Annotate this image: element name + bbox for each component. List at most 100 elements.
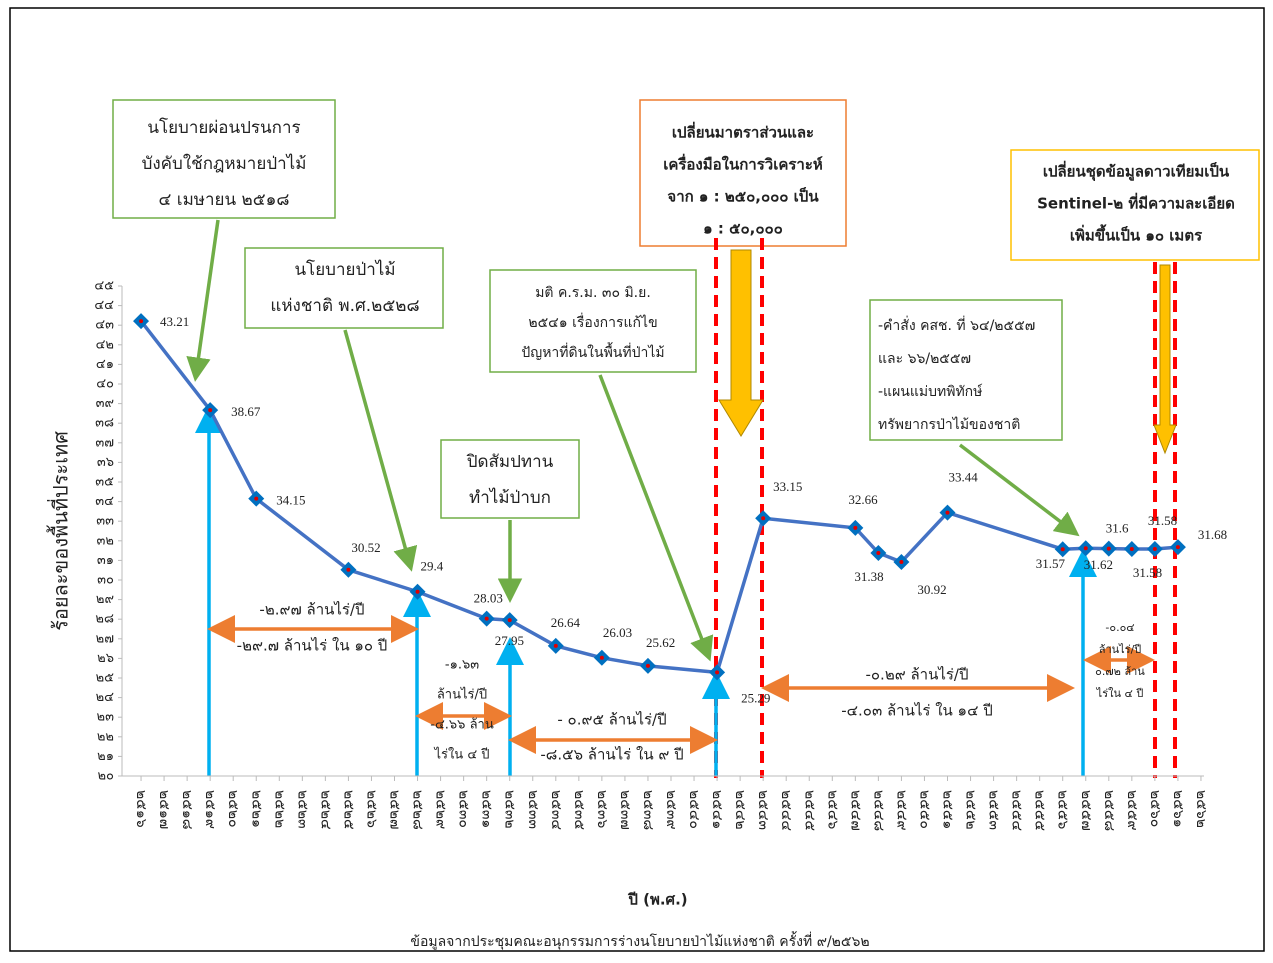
annotation-text: ๑ : ๕๐,๐๐๐ [703, 220, 783, 238]
x-tick-label: ๒๕๑๘ [179, 790, 195, 830]
annotation-text: บังคับใช้กฎหมายป่าไม้ [142, 153, 307, 174]
annotation-boxes [112, 99, 1260, 519]
x-tick-label: ๒๕๕๙ [1124, 790, 1140, 831]
pointer [958, 443, 1080, 537]
y-tick-label: ๓๔ [95, 494, 114, 509]
x-tick-label: ๒๕๒๑ [248, 790, 264, 828]
x-tick-label: ๒๕๒๖ [363, 790, 379, 828]
data-label: 31.58 [1148, 513, 1177, 528]
x-tick-label: ๒๕๓๖ [594, 790, 610, 828]
x-tick-label: ๒๕๔๙ [893, 790, 909, 831]
marker-center [1083, 546, 1088, 551]
y-tick-label: ๔๑ [96, 357, 114, 372]
marker-center [346, 567, 351, 572]
x-tick-label: ๒๕๕๘ [1101, 790, 1117, 831]
annotation-text: มติ ค.ร.ม. ๓๐ มิ.ย. [535, 285, 651, 301]
annotation-text: -๘.๕๖ ล้านไร่ ใน ๙ ปี [540, 746, 683, 764]
annotation-text: เปลี่ยนชุดข้อมูลดาวเทียมเป็น [1043, 161, 1230, 182]
data-label: 33.44 [949, 470, 979, 485]
box [244, 247, 444, 329]
annotation-text: ปิดสัมปทาน [466, 452, 554, 472]
x-tick-label: ๒๕๔๔ [778, 790, 794, 831]
annotation-text: เครื่องมือในการวิเคราะห์ [663, 154, 823, 174]
annotation-text: -๔.๐๓ ล้านไร่ ใน ๑๔ ปี [841, 702, 992, 720]
source: ข้อมูลจากประชุมคณะอนุกรรมการร่างนโยบายป่… [410, 931, 869, 950]
marker-center [254, 496, 259, 501]
x-tick-label: ๒๕๑๗ [156, 790, 172, 829]
y-tick-label: ๓๕ [95, 475, 114, 490]
box [639, 99, 847, 247]
green-arrows [186, 219, 1080, 662]
y-tick-label: ๓๗ [95, 435, 114, 450]
annotation-text: ล้านไร่/ปี [1099, 643, 1142, 656]
x-tick-label: ๒๕๓๗ [617, 790, 633, 830]
x-tick-label: ๒๕๕๖ [1055, 790, 1071, 829]
pointer [343, 329, 418, 572]
x-tick-label: ๒๕๒๙ [433, 790, 449, 829]
data-line [139, 320, 1179, 675]
data-label: 43.21 [160, 314, 189, 329]
x-tick-label: ๒๕๕๕ [1032, 790, 1048, 831]
marker-center [553, 643, 558, 648]
y-tick-label: ๔๕ [94, 279, 114, 294]
y-tick-label: ๓๒ [97, 533, 114, 548]
x-tick-label: ๒๕๒๐ [225, 790, 241, 828]
frame [9, 7, 1265, 952]
x-tick-label: ๒๕๕๓ [986, 790, 1002, 830]
y-tick-label: ๓๑ [97, 553, 114, 568]
y-tick-label: ๔๓ [95, 318, 114, 333]
data-label: 31.68 [1198, 527, 1227, 542]
y-axis-title: ร้อยละของพื้นที่ประเทศ [47, 431, 73, 631]
annotation-text: -๑.๖๓ [445, 658, 479, 673]
annotation-text: ทรัพยากรป่าไม้ของชาติ [878, 416, 1020, 433]
data-label: 25.62 [646, 635, 675, 650]
orange-arrows [207, 615, 1155, 754]
data-label: 31.6 [1106, 521, 1129, 536]
data-label: 26.64 [551, 615, 581, 630]
x-tick-label: ๒๕๑๙ [202, 790, 218, 829]
annotation-text: ไร่ใน ๔ ปี [1096, 687, 1144, 700]
annotation-text: -คำสั่ง คสช. ที่ ๖๔/๒๕๕๗ [878, 316, 1035, 334]
x-tick-label: ๒๕๒๓ [294, 790, 310, 829]
x-tick-label: ๒๕๓๔ [548, 790, 564, 830]
annotation-text: จาก ๑ : ๒๕๐,๐๐๐ เป็น [667, 187, 819, 206]
annotation-text: นโยบายผ่อนปรนการ [147, 117, 300, 138]
x-axis-title: ปี (พ.ศ.) [627, 891, 687, 909]
y-tick-label: ๓๘ [95, 416, 114, 431]
y-tick-label: ๒๙ [96, 592, 114, 607]
data-label: 38.67 [231, 404, 261, 419]
annotation-text: -๐.๒๙ ล้านไร่/ปี [865, 666, 968, 684]
marker-center [1129, 547, 1134, 552]
y-tick-label: ๔๔ [94, 298, 114, 313]
marker-center [139, 319, 144, 324]
data-label: 32.66 [848, 492, 878, 507]
x-tick-label: ๒๕๕๑ [940, 790, 956, 829]
x-tick-label: ๒๕๒๒ [271, 790, 287, 828]
x-tick-label: ๒๕๒๔ [317, 790, 333, 830]
annotation-text: ๒๕๔๑ เรื่องการแก้ไข [528, 313, 657, 331]
y-tick-label: ๒๔ [96, 690, 115, 705]
annotation-text: แห่งชาติ พ.ศ.๒๕๒๘ [270, 296, 419, 316]
marker-center [507, 618, 512, 623]
yellow-arrow [718, 249, 764, 437]
yellow-arrow [1153, 264, 1177, 455]
y-tick-label: ๒๕ [96, 671, 115, 686]
data-label: 28.03 [474, 591, 503, 606]
y-tick-label: ๒๓ [97, 710, 115, 725]
data-label: 33.15 [773, 479, 802, 494]
annotation-text: เพิ่มขึ้นเป็น ๑๐ เมตร [1070, 224, 1203, 245]
x-tick-label: ๒๕๓๑ [479, 790, 495, 828]
x-tick-label: ๒๕๕๐ [916, 790, 932, 829]
annotation-text: ทำไม้ป่าบก [469, 487, 551, 508]
x-tick-label: ๒๕๓๓ [525, 790, 541, 829]
x-tick-label: ๒๕๓๐ [456, 790, 472, 828]
x-tick-label: ๒๕๖๒ [1193, 790, 1209, 828]
x-tick-label: ๒๕๕๒ [963, 790, 979, 830]
red-dashed-lines [714, 238, 1177, 778]
box [869, 299, 1063, 441]
data-label: 31.62 [1084, 557, 1113, 572]
data-label: 26.03 [603, 625, 632, 640]
x-tick-label: ๒๕๔๐ [686, 790, 702, 829]
x-tick-label: ๒๕๔๖ [824, 790, 840, 829]
y-tick-label: ๓๓ [96, 514, 114, 529]
